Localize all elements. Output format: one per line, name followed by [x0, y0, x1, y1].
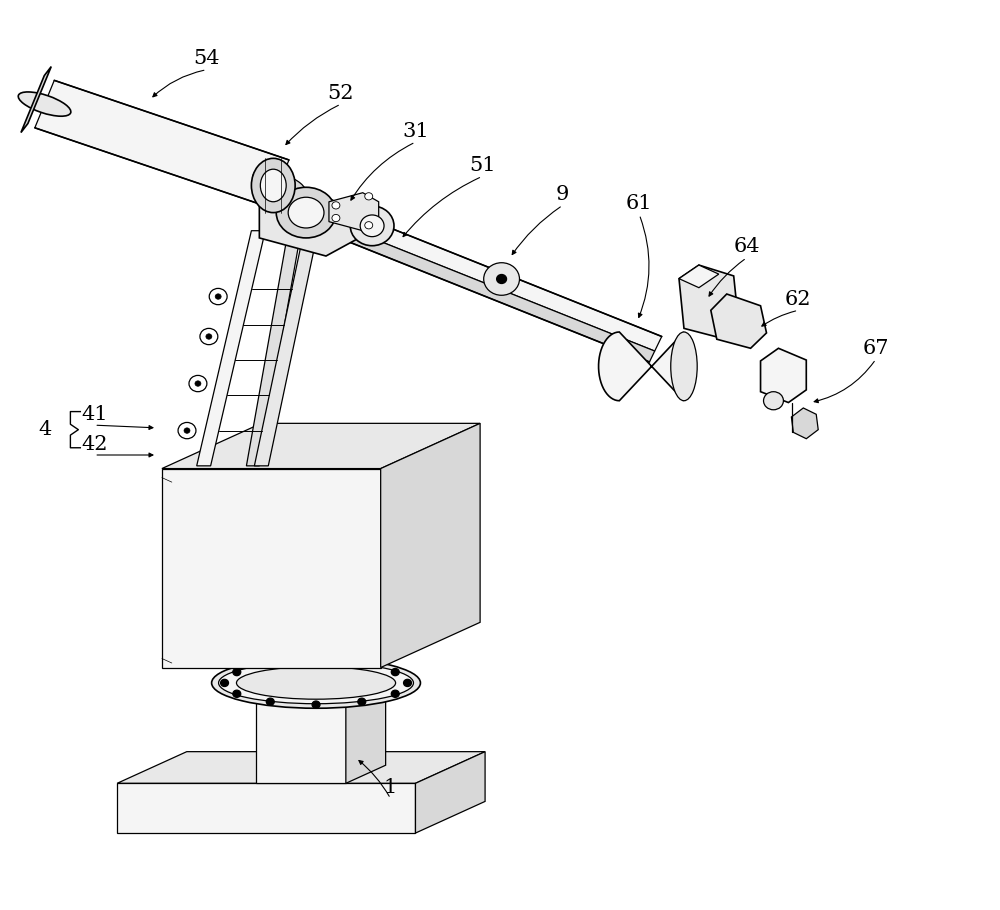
Circle shape [332, 215, 340, 222]
Circle shape [497, 275, 507, 284]
Polygon shape [35, 80, 289, 207]
Circle shape [358, 661, 366, 668]
Circle shape [312, 701, 320, 708]
Text: 1: 1 [384, 778, 397, 797]
Polygon shape [415, 752, 485, 833]
Ellipse shape [288, 197, 324, 228]
Circle shape [266, 698, 274, 705]
Polygon shape [256, 697, 346, 784]
Circle shape [332, 202, 340, 209]
Ellipse shape [219, 662, 413, 703]
Circle shape [221, 679, 229, 686]
Ellipse shape [212, 658, 420, 708]
Polygon shape [327, 206, 662, 351]
Text: 61: 61 [626, 194, 653, 213]
Text: 67: 67 [863, 339, 889, 358]
Polygon shape [254, 231, 318, 466]
Ellipse shape [671, 332, 697, 400]
Ellipse shape [350, 206, 394, 246]
Circle shape [233, 690, 241, 697]
Circle shape [391, 690, 399, 697]
Polygon shape [679, 265, 719, 288]
Polygon shape [679, 265, 739, 338]
Text: 51: 51 [469, 157, 495, 175]
Ellipse shape [18, 92, 71, 116]
Text: 54: 54 [193, 49, 220, 68]
Polygon shape [246, 231, 301, 466]
Polygon shape [321, 220, 655, 362]
Polygon shape [599, 332, 684, 400]
Polygon shape [117, 752, 485, 784]
Ellipse shape [484, 263, 519, 295]
Polygon shape [791, 408, 818, 439]
Text: 64: 64 [733, 238, 760, 257]
Ellipse shape [360, 215, 384, 237]
Ellipse shape [260, 169, 286, 202]
Polygon shape [346, 679, 386, 784]
Text: 31: 31 [402, 122, 429, 141]
Text: 41: 41 [81, 405, 108, 424]
Text: 42: 42 [81, 435, 108, 454]
Circle shape [404, 679, 411, 686]
Polygon shape [259, 197, 356, 256]
Circle shape [365, 193, 373, 200]
Circle shape [189, 376, 207, 391]
Ellipse shape [253, 171, 306, 197]
Polygon shape [381, 423, 480, 668]
Polygon shape [21, 66, 51, 133]
Circle shape [266, 661, 274, 668]
Circle shape [184, 428, 190, 433]
Polygon shape [711, 294, 767, 349]
Text: 9: 9 [556, 185, 569, 204]
Polygon shape [162, 423, 480, 469]
Polygon shape [117, 784, 415, 833]
Circle shape [233, 669, 241, 676]
Text: 52: 52 [328, 84, 354, 103]
Circle shape [209, 288, 227, 305]
Polygon shape [197, 231, 265, 466]
Polygon shape [162, 469, 381, 668]
Circle shape [206, 334, 212, 339]
Ellipse shape [251, 158, 295, 213]
Text: 62: 62 [785, 290, 812, 308]
Circle shape [358, 698, 366, 705]
Polygon shape [256, 679, 386, 697]
Circle shape [215, 294, 221, 299]
Circle shape [391, 669, 399, 676]
Circle shape [312, 658, 320, 665]
Ellipse shape [236, 667, 396, 699]
Ellipse shape [276, 187, 336, 238]
Circle shape [200, 329, 218, 345]
Circle shape [178, 422, 196, 439]
Circle shape [365, 222, 373, 229]
Polygon shape [761, 349, 806, 402]
Polygon shape [329, 193, 379, 231]
Text: 4: 4 [38, 420, 51, 440]
Circle shape [195, 381, 201, 386]
Circle shape [764, 391, 783, 410]
